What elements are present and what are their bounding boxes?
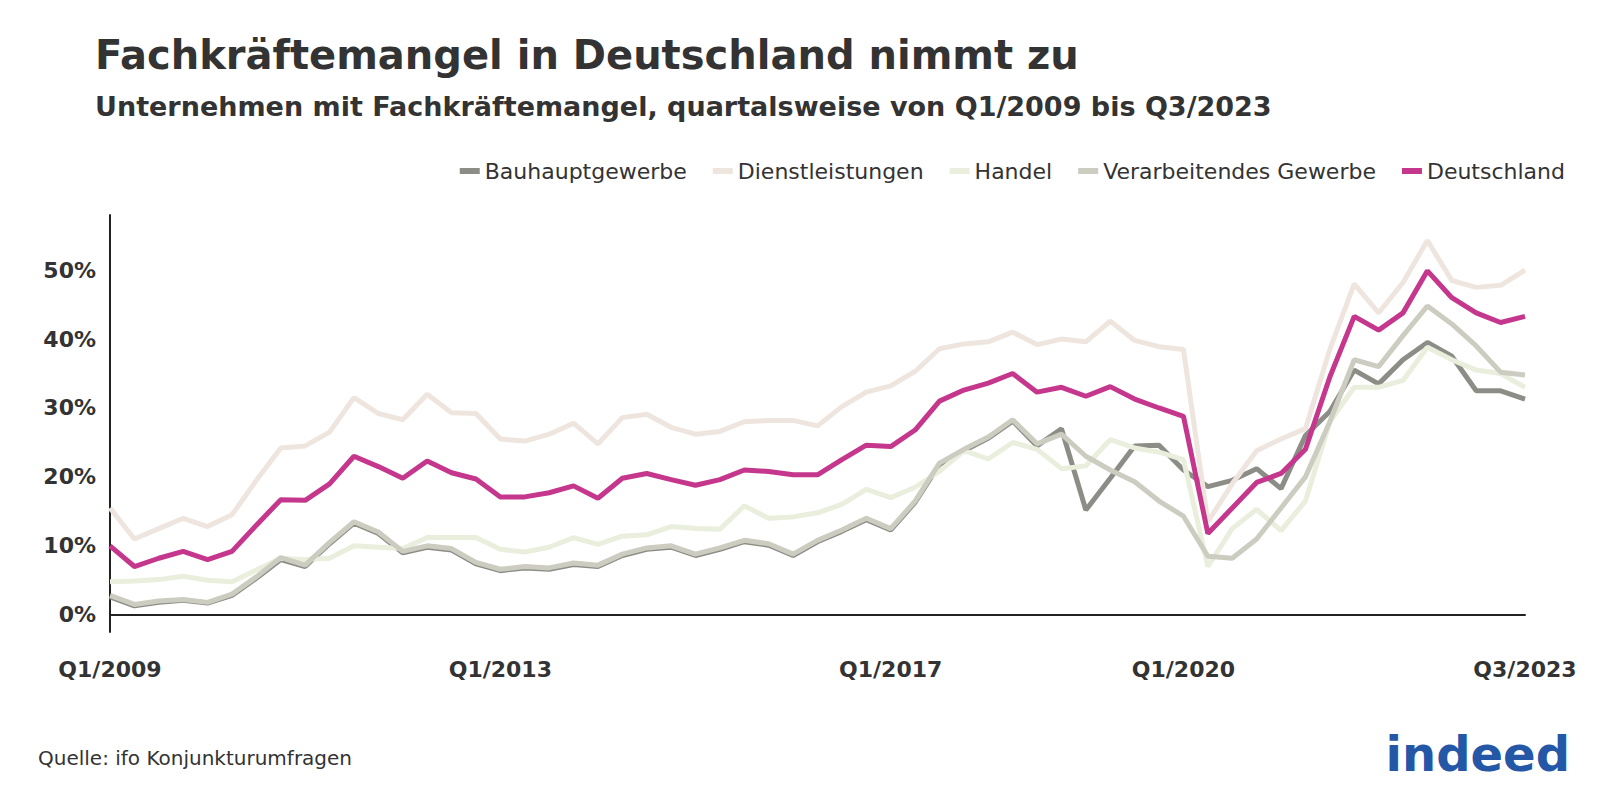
svg-text:20%: 20% [43,464,96,489]
svg-text:Dienstleistungen: Dienstleistungen [738,159,924,184]
svg-text:Q1/2013: Q1/2013 [449,657,552,682]
svg-text:indeed: indeed [1386,726,1570,782]
svg-text:Deutschland: Deutschland [1427,159,1565,184]
svg-text:Q3/2023: Q3/2023 [1473,657,1576,682]
svg-text:Q1/2020: Q1/2020 [1132,657,1235,682]
svg-text:30%: 30% [43,395,96,420]
svg-text:0%: 0% [59,602,96,627]
svg-text:Bauhauptgewerbe: Bauhauptgewerbe [485,159,687,184]
svg-text:Quelle: ifo Konjunkturumfragen: Quelle: ifo Konjunkturumfragen [38,746,352,770]
svg-text:10%: 10% [43,533,96,558]
svg-text:50%: 50% [43,258,96,283]
svg-text:Verarbeitendes Gewerbe: Verarbeitendes Gewerbe [1103,159,1376,184]
svg-text:Unternehmen mit Fachkräftemang: Unternehmen mit Fachkräftemangel, quarta… [95,91,1272,122]
svg-text:Fachkräftemangel in Deutschlan: Fachkräftemangel in Deutschland nimmt zu [95,32,1079,78]
svg-text:Q1/2017: Q1/2017 [839,657,942,682]
svg-text:Q1/2009: Q1/2009 [58,657,161,682]
svg-text:40%: 40% [43,327,96,352]
svg-text:Handel: Handel [975,159,1053,184]
